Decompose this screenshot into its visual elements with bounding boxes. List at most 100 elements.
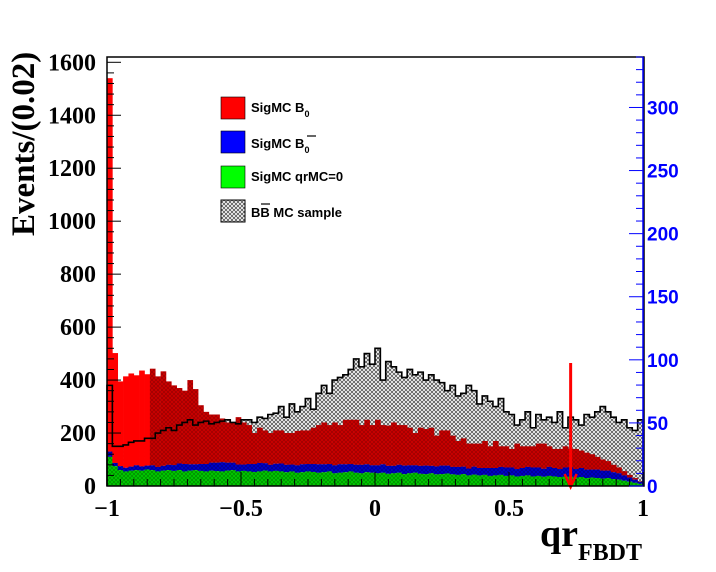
bar-sigmc-qrmc0	[176, 470, 183, 486]
bar-sigmc-b0	[401, 425, 408, 466]
bar-sigmc-b0bar	[509, 467, 515, 476]
bar-sigmc-qrmc0	[326, 471, 333, 486]
x-axis-label: qr	[540, 513, 578, 555]
bar-sigmc-b0bar	[144, 465, 151, 470]
bar-sigmc-qrmc0	[133, 470, 140, 486]
bar-sigmc-qrmc0	[198, 470, 204, 486]
bar-sigmc-b0bar	[637, 481, 644, 484]
bar-sigmc-b0bar	[278, 463, 285, 472]
bar-bb-mc	[407, 369, 413, 486]
bar-sigmc-qrmc0	[476, 475, 483, 486]
bar-sigmc-b0bar	[283, 464, 290, 473]
bar-sigmc-b0bar	[428, 465, 435, 474]
bar-sigmc-qrmc0	[139, 470, 145, 486]
bar-sigmc-b0bar	[321, 464, 328, 473]
y-tick-label: 1600	[48, 50, 96, 76]
bar-sigmc-b0	[519, 446, 526, 468]
bar-sigmc-b0bar	[466, 468, 472, 476]
bar-sigmc-b0bar	[401, 465, 408, 475]
bar-sigmc-qrmc0	[171, 470, 177, 486]
bar-bb-mc	[600, 406, 606, 486]
bar-sigmc-qrmc0	[149, 470, 156, 486]
bar-sigmc-qrmc0	[128, 470, 135, 486]
bar-sigmc-qrmc0	[112, 466, 119, 486]
bar-bb-mc	[584, 414, 590, 486]
bar-sigmc-qrmc0	[208, 470, 215, 486]
bar-sigmc-b0	[332, 422, 338, 466]
bar-sigmc-b0bar	[551, 467, 558, 477]
bar-sigmc-qrmc0	[551, 476, 558, 486]
bar-sigmc-qrmc0	[514, 476, 521, 486]
bar-sigmc-qrmc0	[455, 474, 462, 486]
bar-sigmc-qrmc0	[182, 471, 188, 486]
bar-sigmc-qrmc0	[192, 470, 199, 486]
legend-label-sigmc-b0bar: SigMC B0	[251, 136, 309, 155]
bar-sigmc-qrmc0	[396, 472, 403, 486]
bar-sigmc-b0bar	[342, 464, 349, 473]
bar-sigmc-b0	[278, 430, 285, 464]
bar-sigmc-b0	[541, 443, 547, 469]
bar-sigmc-b0bar	[294, 465, 301, 473]
bar-sigmc-b0bar	[337, 464, 344, 473]
bar-sigmc-b0bar	[573, 469, 579, 478]
y-tick-label: 1200	[48, 156, 96, 182]
bar-sigmc-b0	[460, 438, 467, 467]
bar-sigmc-b0	[584, 452, 590, 470]
y2-axis-ticks: 0 50 100 150 200 250 300	[629, 56, 679, 498]
cut-arrowhead	[563, 473, 578, 490]
x-tick-label: −0.5	[219, 496, 263, 522]
bar-sigmc-b0	[391, 422, 397, 466]
bar-sigmc-qrmc0	[375, 473, 381, 486]
bar-sigmc-b0	[171, 385, 177, 466]
bar-sigmc-b0	[492, 440, 499, 468]
bar-sigmc-b0	[498, 446, 504, 467]
bar-sigmc-b0	[369, 425, 376, 466]
x-tick-label: 0.5	[494, 496, 524, 522]
bar-sigmc-b0	[123, 376, 129, 468]
bar-sigmc-b0	[632, 478, 638, 480]
bar-sigmc-b0	[385, 425, 392, 466]
bar-sigmc-b0	[182, 390, 188, 465]
bar-sigmc-b0	[503, 446, 510, 468]
bar-sigmc-qrmc0	[251, 471, 258, 486]
bar-sigmc-b0bar	[241, 464, 247, 471]
bar-sigmc-b0	[321, 422, 328, 465]
bar-sigmc-b0bar	[433, 466, 440, 475]
bar-sigmc-qrmc0	[214, 471, 220, 486]
bar-sigmc-b0bar	[257, 462, 263, 472]
bar-sigmc-b0	[257, 427, 263, 463]
bar-sigmc-b0	[305, 430, 311, 465]
bar-sigmc-b0	[535, 443, 542, 468]
bar-sigmc-b0bar	[128, 466, 135, 471]
legend: SigMC B0 SigMC B0 SigMC qrMC=0 BB MC sam…	[220, 96, 343, 223]
bar-sigmc-b0	[375, 419, 381, 466]
y-tick-label: 1400	[48, 103, 96, 129]
bar-sigmc-b0	[246, 425, 253, 465]
bar-sigmc-b0bar	[203, 464, 210, 472]
bar-sigmc-b0	[444, 430, 451, 466]
bar-sigmc-b0	[562, 446, 569, 468]
y-tick-label: 400	[60, 368, 96, 394]
bar-sigmc-b0bar	[375, 465, 381, 474]
bar-sigmc-b0bar	[149, 465, 156, 471]
bar-sigmc-qrmc0	[364, 472, 370, 486]
bar-sigmc-b0bar	[316, 464, 322, 473]
y2-tick-label: 200	[647, 225, 679, 246]
bar-sigmc-b0bar	[171, 465, 177, 471]
bar-sigmc-qrmc0	[428, 473, 435, 486]
bar-sigmc-qrmc0	[541, 476, 547, 486]
bar-sigmc-b0	[546, 446, 553, 467]
bar-sigmc-qrmc0	[160, 470, 167, 486]
bar-sigmc-b0bar	[358, 464, 365, 474]
y-tick-label: 200	[60, 421, 96, 447]
bar-sigmc-b0bar	[160, 465, 167, 471]
bar-sigmc-b0bar	[310, 464, 317, 472]
bar-sigmc-b0bar	[541, 468, 547, 477]
bar-sigmc-b0bar	[123, 467, 129, 472]
bar-bb-mc	[610, 417, 617, 486]
bar-sigmc-b0	[396, 425, 403, 465]
bar-sigmc-qrmc0	[471, 474, 478, 486]
bar-sigmc-b0bar	[535, 467, 542, 476]
bar-sigmc-b0bar	[326, 464, 333, 472]
